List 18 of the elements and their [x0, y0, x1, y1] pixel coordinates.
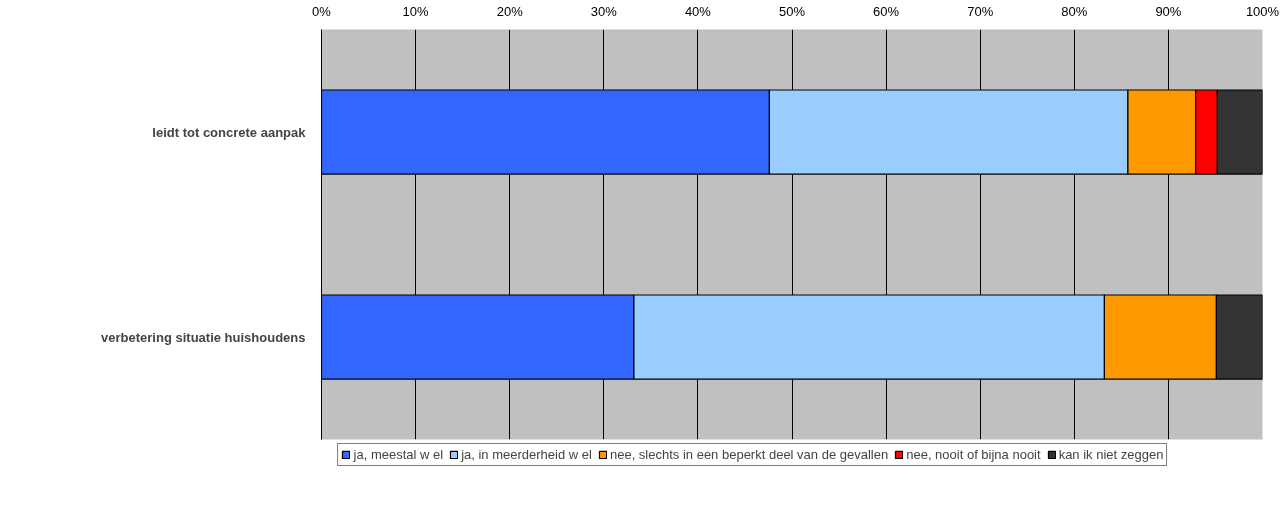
legend-label: nee, slechts in een beperkt deel van de gevallen [609, 447, 889, 462]
legend-label: nee, nooit of bijna nooit [906, 447, 1041, 462]
x-tick-label: 10% [402, 3, 430, 19]
x-tick-label: 90% [1155, 3, 1182, 19]
x-tick-label: 100% [1245, 3, 1280, 19]
x-tick-label: 60% [873, 3, 900, 19]
x-tick-label: 0% [312, 3, 332, 19]
x-tick-label: 30% [590, 3, 618, 19]
x-tick-label: 50% [778, 3, 806, 19]
y-tick-label: verbetering situatie huishoudens [101, 329, 306, 345]
x-tick-label: 70% [967, 3, 994, 19]
legend-label: kan ik niet zeggen [1058, 447, 1164, 462]
legend-label: ja, meestal w el [353, 447, 444, 462]
legend-label: ja, in meerderheid w el [461, 447, 592, 462]
x-tick-label: 40% [684, 3, 712, 19]
x-tick-label: 20% [496, 3, 524, 19]
y-tick-label: leidt tot concrete aanpak [152, 124, 307, 140]
x-tick-label: 80% [1061, 3, 1088, 19]
